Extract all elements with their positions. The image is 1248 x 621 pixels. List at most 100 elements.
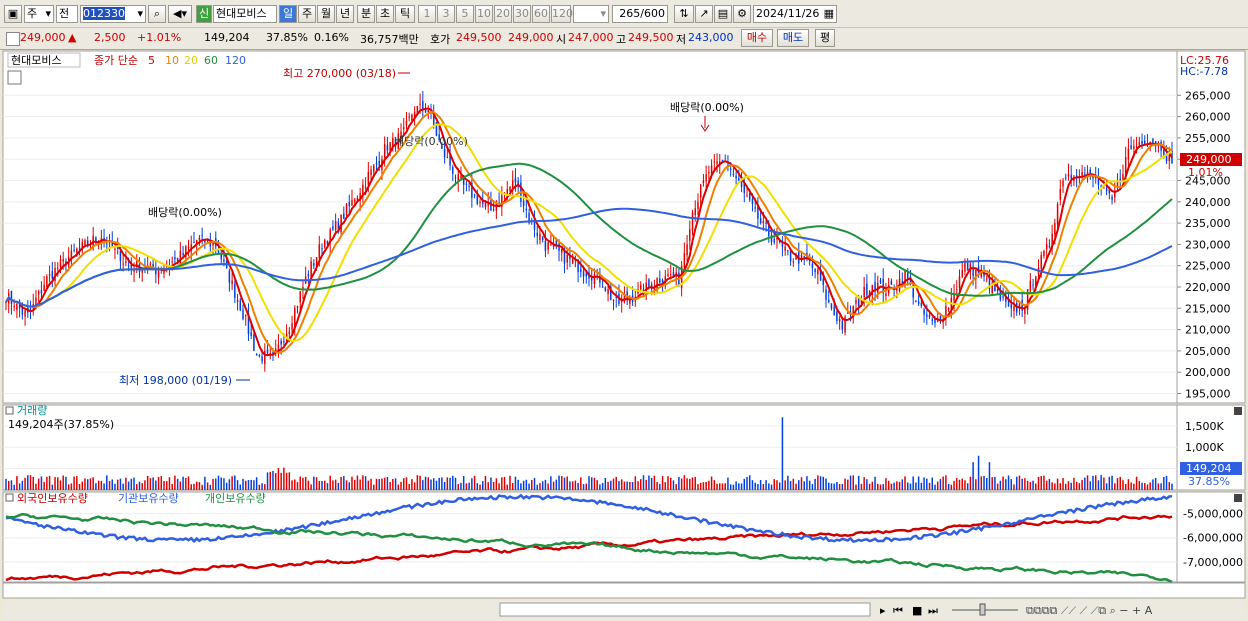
- volume-bar: [501, 477, 503, 490]
- scroll-end-icon[interactable]: ⏭: [928, 604, 938, 617]
- interval-120[interactable]: 120: [551, 5, 573, 23]
- zoom-slider-handle[interactable]: [979, 603, 986, 616]
- volume-bar: [1086, 475, 1089, 490]
- toolset-icons[interactable]: ⧉⧉⧉⧉ ⟋⟋ ⟋ ⟋⧉ ⌕ − + A: [1026, 604, 1153, 617]
- mode-select[interactable]: 전: [56, 5, 78, 23]
- volume-bar: [1078, 483, 1081, 490]
- volume-bar: [536, 484, 538, 490]
- candle-body: [906, 272, 909, 279]
- candle-body: [242, 309, 244, 319]
- volume-bar: [1111, 475, 1113, 490]
- gear-icon[interactable]: ⚙: [733, 5, 751, 23]
- save-icon[interactable]: ▤: [714, 5, 732, 23]
- volume-bar: [204, 476, 206, 490]
- stock-name-field[interactable]: 현대모비스: [213, 5, 277, 23]
- period-second[interactable]: 초: [376, 5, 394, 23]
- candle-body: [206, 240, 209, 242]
- period-year[interactable]: 년: [336, 5, 354, 23]
- candle-body: [547, 242, 549, 250]
- volume-bar: [740, 483, 743, 490]
- volume-bar: [375, 478, 378, 490]
- volume-bar: [631, 481, 634, 490]
- candle-body: [1122, 174, 1124, 180]
- volume-bar: [234, 475, 236, 490]
- candle-body: [484, 201, 487, 208]
- period-minute[interactable]: 분: [357, 5, 375, 23]
- volume-bar: [185, 478, 187, 490]
- candle-body: [1056, 203, 1059, 225]
- calculator-icon[interactable]: [7, 70, 22, 85]
- volume-bar: [849, 475, 852, 490]
- volume-bar: [569, 481, 571, 490]
- candle-body: [787, 250, 789, 252]
- candle-body: [961, 269, 963, 277]
- count-input[interactable]: 265/600: [612, 5, 668, 23]
- volume-bar: [860, 483, 863, 490]
- y-tick-label: 200,000: [1185, 366, 1231, 379]
- period-tick[interactable]: 틱: [395, 5, 415, 23]
- interval-10[interactable]: 10: [475, 5, 493, 23]
- draw-tool-icon[interactable]: ↗: [695, 5, 713, 23]
- candle-body: [1029, 280, 1032, 292]
- volume-bar: [857, 475, 860, 490]
- high-label: 고: [616, 33, 627, 46]
- stop-icon[interactable]: ■: [912, 604, 922, 617]
- volume-bar: [413, 482, 416, 490]
- stock-code-input[interactable]: 012330 ▾: [80, 5, 146, 23]
- interval-3[interactable]: 3: [437, 5, 455, 23]
- volume-bar: [24, 477, 26, 490]
- interval-20[interactable]: 20: [494, 5, 512, 23]
- volume-bar: [620, 479, 623, 490]
- candle-body: [446, 157, 449, 159]
- scroll-right-icon[interactable]: ▸: [880, 604, 886, 617]
- candle-body: [506, 189, 509, 194]
- interval-60[interactable]: 60: [532, 5, 550, 23]
- candle-body: [757, 205, 759, 219]
- panel-close-icon[interactable]: [1234, 407, 1242, 415]
- search-icon[interactable]: ⌕: [148, 5, 166, 23]
- candle-body: [1152, 138, 1154, 145]
- scrollbar-track[interactable]: [499, 602, 871, 617]
- indicator-icon[interactable]: ⇅: [674, 5, 694, 23]
- volume-bar: [555, 479, 558, 490]
- volume-bar: [855, 484, 857, 490]
- market-type-select[interactable]: 주 ▾: [24, 5, 54, 23]
- volume-bar: [1056, 478, 1059, 490]
- panel-menu-icon[interactable]: [5, 406, 14, 415]
- chart-canvas[interactable]: 265,000260,000255,000250,000245,000240,0…: [0, 50, 1248, 621]
- candle-body: [640, 284, 642, 290]
- volume-bar: [950, 484, 953, 490]
- volume-bar: [479, 484, 481, 490]
- panel-menu-icon[interactable]: [5, 493, 14, 502]
- candle-body: [95, 237, 97, 243]
- period-day[interactable]: 일: [279, 5, 297, 23]
- volume-bar: [781, 417, 784, 490]
- date-input[interactable]: 2024/11/26 ▦: [753, 5, 837, 23]
- layout-icon[interactable]: ▣: [4, 5, 22, 23]
- interval-5[interactable]: 5: [456, 5, 474, 23]
- period-month[interactable]: 월: [317, 5, 335, 23]
- avg-button[interactable]: 평: [815, 29, 835, 47]
- custom-interval-select[interactable]: ▾: [573, 5, 609, 23]
- candle-body: [879, 280, 882, 283]
- expand-icon[interactable]: [6, 32, 20, 46]
- volume-bar: [345, 480, 348, 490]
- scroll-start-icon[interactable]: ⏮: [893, 604, 903, 617]
- sound-icon[interactable]: ◀▾: [168, 5, 192, 23]
- volume-bar: [991, 477, 993, 490]
- volume-bar: [691, 477, 694, 490]
- panel-close-icon[interactable]: [1234, 494, 1242, 502]
- candle-body: [762, 220, 765, 224]
- stock-name-box: [7, 52, 81, 68]
- period-week[interactable]: 주: [298, 5, 316, 23]
- sell-button[interactable]: 매도: [777, 29, 809, 47]
- interval-30[interactable]: 30: [513, 5, 531, 23]
- volume-bar: [770, 484, 773, 490]
- volume-bar: [511, 482, 514, 490]
- interval-1[interactable]: 1: [418, 5, 436, 23]
- volume-bar: [601, 482, 604, 490]
- candle-body: [721, 159, 724, 162]
- buy-button[interactable]: 매수: [741, 29, 773, 47]
- candle-body: [945, 306, 947, 318]
- candle-body: [1067, 174, 1070, 177]
